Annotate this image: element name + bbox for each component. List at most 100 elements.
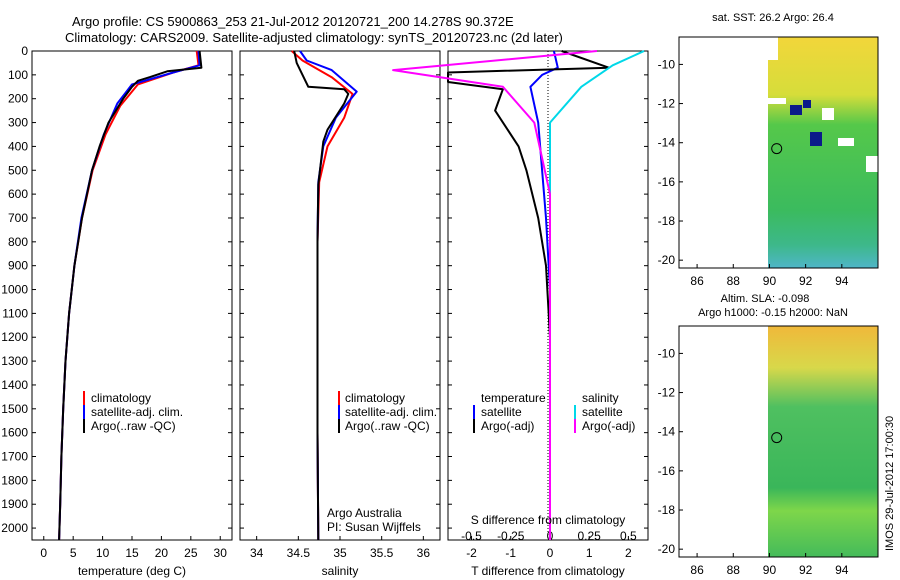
salinity-y-ticks xyxy=(240,50,440,529)
salinity-legend: climatology satellite-adj. clim. Argo(..… xyxy=(338,391,437,433)
lat-tick-label: -12 xyxy=(658,97,676,111)
x-tick-label: -2 xyxy=(466,546,477,560)
lat-tick-label: -10 xyxy=(658,57,676,71)
header-line-1: Argo profile: CS 5900863_253 21-Jul-2012… xyxy=(72,14,514,29)
legend-title-salinity: salinity xyxy=(582,391,619,405)
sst-map-gap xyxy=(768,37,778,60)
difference-panel: -2 -1 0 1 2 -0.5 -0.25 0 0.25 0.5 S difference f… xyxy=(392,50,649,578)
depth-tick-label: 900 xyxy=(8,259,28,273)
s-tick-label: -0.5 xyxy=(461,529,482,543)
series-line-s-argo-adj- xyxy=(392,50,598,540)
x-tick-label: 30 xyxy=(214,546,228,560)
lat-tick-label: -10 xyxy=(658,346,676,360)
lat-tick-label: -14 xyxy=(658,136,676,150)
depth-tick-label: 1300 xyxy=(1,354,28,368)
difference-y-ticks xyxy=(448,50,648,529)
depth-tick-label: 1500 xyxy=(1,402,28,416)
depth-tick-label: 1600 xyxy=(1,426,28,440)
x-tick-label: 25 xyxy=(184,546,198,560)
depth-tick-label: 1200 xyxy=(1,330,28,344)
depth-axis: 0 100 200 300 400 500 600 700 800 900 1000 1100 1200… xyxy=(1,44,232,535)
salinity-panel: 34 34.5 35 35.5 36 salinity climatology sate… xyxy=(239,50,441,578)
lon-tick-label: 90 xyxy=(763,563,777,577)
argo-float-marker xyxy=(771,432,783,444)
legend-t-satellite: satellite xyxy=(481,405,522,419)
series-line-argo-raw-qc- xyxy=(58,50,203,541)
sst-map-panel: sat. SST: 26.2 Argo: 26.4 86 88 90 92 94 -10… xyxy=(658,12,879,288)
legend-argo: Argo(..raw -QC) xyxy=(91,419,176,433)
lat-tick-label: -16 xyxy=(658,175,676,189)
lat-tick-label: -12 xyxy=(658,386,676,400)
series-line-t-argo-adj- xyxy=(447,50,610,540)
x-tick-label: 34.5 xyxy=(287,546,311,560)
lon-tick-label: 86 xyxy=(690,563,704,577)
s-tick-label: 0.25 xyxy=(577,529,601,543)
depth-tick-label: 1900 xyxy=(1,497,28,511)
x-tick-label: 36 xyxy=(417,546,431,560)
lat-tick-label: -18 xyxy=(658,214,676,228)
legend-climatology: climatology xyxy=(345,391,405,405)
depth-tick-label: 100 xyxy=(8,68,28,82)
sla-map-lat-axis: -10 -12 -14 -16 -18 -20 xyxy=(658,346,683,556)
temperature-panel: 0100200300400500600700800900100011001200… xyxy=(1,44,233,578)
sst-map-gap xyxy=(768,98,786,104)
x-tick-label: 34 xyxy=(250,546,264,560)
difference-legend: temperature salinity satellite Argo(-adj… xyxy=(473,391,635,433)
legend-satellite: satellite-adj. clim. xyxy=(345,405,437,419)
temperature-legend: climatology satellite-adj. clim. Argo(..… xyxy=(83,391,183,433)
sst-map-field xyxy=(768,37,878,268)
depth-tick-label: 600 xyxy=(8,187,28,201)
depth-tick-label: 400 xyxy=(8,139,28,153)
sst-map-gap xyxy=(866,156,878,172)
depth-tick-label: 1000 xyxy=(1,283,28,297)
sla-map-subtitle: Argo h1000: -0.15 h2000: NaN xyxy=(698,307,848,319)
lat-tick-label: -20 xyxy=(658,253,676,267)
depth-tick-label: 1100 xyxy=(2,306,28,320)
temperature-axes-frame xyxy=(31,50,233,541)
x-tick-label: 5 xyxy=(70,546,77,560)
annotation-institution: Argo Australia xyxy=(327,506,402,520)
depth-tick-label: 500 xyxy=(8,163,28,177)
sst-map-gap xyxy=(838,138,854,146)
depth-tick-label: 2000 xyxy=(1,521,28,535)
depth-tick-label: 0 xyxy=(21,44,28,58)
depth-tick-label: 800 xyxy=(8,235,28,249)
difference-series xyxy=(392,50,645,540)
sst-map-cold-pixel xyxy=(790,105,802,115)
x-tick-label: 35.5 xyxy=(370,546,394,560)
sst-map-frame xyxy=(678,36,879,269)
depth-tick-label: 1400 xyxy=(1,378,28,392)
lon-tick-label: 92 xyxy=(799,563,813,577)
lon-tick-label: 86 xyxy=(690,274,704,288)
s-tick-label: 0.5 xyxy=(620,529,637,543)
sst-map-gap xyxy=(822,108,834,120)
lat-tick-label: -20 xyxy=(658,542,676,556)
argo-float-marker xyxy=(771,143,783,155)
depth-tick-label: 300 xyxy=(8,116,28,130)
annotation-pi: PI: Susan Wijffels xyxy=(327,520,421,534)
sla-map-field xyxy=(768,326,878,557)
legend-argo: Argo(..raw -QC) xyxy=(345,419,430,433)
sst-map-lat-axis: -10 -12 -14 -16 -18 -20 xyxy=(658,57,683,267)
legend-t-argo: Argo(-adj) xyxy=(481,419,534,433)
legend-title-temperature: temperature xyxy=(481,391,546,405)
x-tick-label: 0 xyxy=(547,546,554,560)
lon-tick-label: 88 xyxy=(727,274,741,288)
depth-tick-label: 200 xyxy=(8,92,28,106)
header-line-2: Climatology: CARS2009. Satellite-adjuste… xyxy=(65,30,563,45)
sla-map-frame xyxy=(678,325,879,558)
legend-satellite: satellite-adj. clim. xyxy=(91,405,183,419)
sst-map-cold-pixel xyxy=(810,132,822,146)
legend-s-argo: Argo(-adj) xyxy=(582,419,635,433)
legend-s-satellite: satellite xyxy=(582,405,623,419)
lat-tick-label: -16 xyxy=(658,464,676,478)
sla-map-panel: Altim. SLA: -0.098 Argo h1000: -0.15 h20… xyxy=(658,293,879,577)
x-tick-label: 0 xyxy=(40,546,47,560)
salinity-series xyxy=(291,50,358,541)
depth-tick-label: 1800 xyxy=(1,473,28,487)
temperature-x-axis: 0 5 10 15 20 25 30 xyxy=(40,536,227,560)
lon-tick-label: 88 xyxy=(727,563,741,577)
salinity-x-axis: 34 34.5 35 35.5 36 xyxy=(250,536,430,560)
lon-tick-label: 94 xyxy=(835,274,849,288)
